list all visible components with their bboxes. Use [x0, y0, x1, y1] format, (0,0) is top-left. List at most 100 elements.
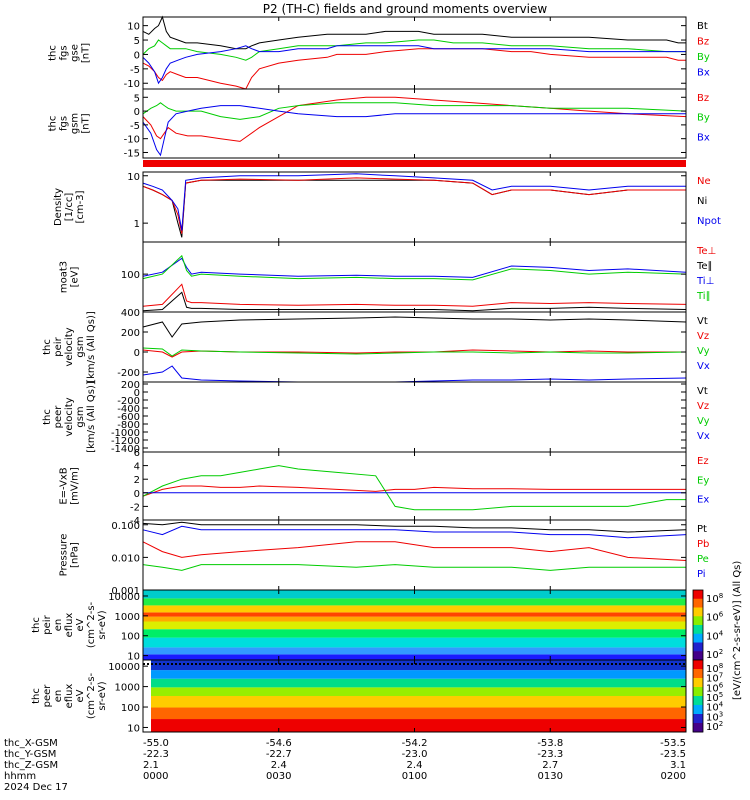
- x-row-label: thc_X-GSM: [4, 738, 58, 749]
- spectrogram-band: [143, 647, 686, 655]
- legend-vy: Vy: [697, 416, 710, 427]
- panel-efield: Ez Ey Ex 6 4 2 0 -2 -4 E=-VxB [mV/m]: [59, 448, 710, 527]
- y-axis-label: eV: [75, 618, 86, 631]
- panel-peir_spec: 108 106 104 102 10000 1000 100 10 thc peir en eflux…: [31, 589, 724, 663]
- legend-te⊥: Te⊥: [696, 246, 716, 257]
- series-vy: [142, 347, 687, 357]
- y-tick-label: -4: [130, 516, 140, 527]
- spectrogram-band: [143, 670, 686, 679]
- y-tick-label: 5: [134, 93, 140, 104]
- spectrogram-band: [143, 616, 686, 622]
- y-tick-label: 100: [121, 270, 140, 281]
- y-axis-label: (cm^2-s-: [86, 672, 97, 719]
- y-tick-label: 2: [134, 475, 140, 486]
- legend-pt: Pt: [697, 524, 707, 535]
- panel-density: Ne Ni Npot 10 1 Density [1/cc] [cm-3]: [53, 171, 721, 243]
- legend-ne: Ne: [697, 176, 711, 187]
- legend-npot: Npot: [697, 216, 721, 227]
- y-tick-label: 100: [121, 632, 140, 643]
- x-tick-label: -53.5: [660, 738, 686, 749]
- colorbar-segment: [693, 714, 703, 724]
- x-tick-label: -22.7: [266, 749, 292, 760]
- legend-ti⊥: Ti⊥: [696, 276, 714, 287]
- colorbar-frame: [692, 659, 704, 733]
- y-axis-label: en: [53, 690, 64, 703]
- legend-te∥: Te∥: [696, 261, 713, 272]
- y-axis-label: eflux: [64, 684, 75, 709]
- x-tick-label: -55.0: [143, 738, 169, 749]
- panel-pressure: Pt Pb Pe Pi 0.100 0.010 0.001 Pressure [nPa]: [59, 519, 709, 597]
- y-tick-label: 0.010: [111, 553, 140, 564]
- panel-fgs_gse: Bt Bz By Bx 10 5 0 -5 -10 thc fgs gse [nT]: [48, 15, 710, 90]
- legend-by: By: [697, 52, 710, 63]
- y-tick-label: 4: [134, 462, 140, 473]
- x-tick-label: 0100: [402, 771, 427, 782]
- legend-pe: Pe: [697, 554, 709, 565]
- colorbar-label: [eV/(cm^2-s-sr-eV)] (All Qs): [732, 561, 743, 700]
- x-tick-label: 0200: [661, 771, 686, 782]
- y-axis-label: gse: [70, 44, 81, 62]
- y-axis-label: [nT]: [81, 43, 92, 63]
- series-vz: [142, 349, 686, 358]
- spectrogram-band: [143, 605, 686, 613]
- x-tick-label: 0030: [266, 771, 291, 782]
- legend-bx: Bx: [697, 68, 710, 79]
- y-tick-label: 1000: [115, 683, 140, 694]
- colorbar-segment: [693, 598, 703, 608]
- y-axis-label: [km/s (All Qs)]: [86, 381, 97, 453]
- legend-vt: Vt: [697, 316, 708, 327]
- series-pi: [142, 525, 687, 539]
- legend-vz: Vz: [697, 401, 709, 412]
- spectrogram-band: [143, 621, 686, 630]
- y-tick-label: -10: [124, 79, 140, 90]
- series-ey: [142, 465, 686, 511]
- colorbar-segment: [693, 616, 703, 626]
- y-axis-label: sr-eV): [97, 681, 108, 710]
- legend-bz: Bz: [697, 93, 709, 104]
- x-tick-label: -54.2: [402, 738, 428, 749]
- x-tick-label: 2.1: [143, 760, 159, 771]
- y-tick-label: 400: [121, 308, 140, 319]
- legend-vx: Vx: [697, 361, 710, 372]
- spectrogram-band: [143, 687, 686, 696]
- y-axis-label: eflux: [64, 613, 75, 638]
- y-tick-label: 200: [121, 380, 140, 391]
- legend-vy: Vy: [697, 346, 710, 357]
- y-axis-label: gsm: [70, 113, 81, 134]
- y-tick-label: 0: [134, 489, 140, 500]
- series-pb: [142, 541, 687, 561]
- y-axis-label: [mV/m]: [70, 467, 81, 505]
- y-axis-label: en: [53, 619, 64, 632]
- spectrogram-band: [143, 637, 686, 648]
- y-axis-label: Density: [53, 188, 64, 226]
- x-tick-label: -23.0: [402, 749, 428, 760]
- y-tick-label: 1: [134, 219, 140, 230]
- legend-vt: Vt: [697, 386, 708, 397]
- colorbar-segment: [693, 642, 703, 652]
- x-tick-label: 2.4: [271, 760, 287, 771]
- colorbar-tick-label: 106: [706, 681, 724, 694]
- panel-moat: Te⊥ Te∥ Ti⊥ Ti∥ 100 moat3 [eV]: [59, 241, 716, 313]
- panel-frame: [142, 311, 687, 383]
- y-axis-label: [nPa]: [70, 542, 81, 568]
- y-axis-label: fgs: [59, 45, 70, 60]
- colorbar-tick-label: 103: [706, 710, 723, 723]
- y-axis-label: [eV]: [70, 267, 81, 288]
- x-tick-label: 2.4: [407, 760, 423, 771]
- x-tick-label: -22.3: [143, 749, 169, 760]
- y-axis-label: [km/s (All Qs)]: [86, 311, 97, 383]
- y-axis-label: velocity: [64, 327, 75, 366]
- legend-ey: Ey: [697, 475, 709, 486]
- x-row-label: hhmm: [4, 771, 36, 782]
- y-axis-label: (cm^2-s-: [86, 601, 97, 648]
- y-tick-label: -800: [117, 420, 140, 431]
- y-tick-label: 0: [134, 50, 140, 61]
- y-axis-label: thc: [42, 339, 53, 355]
- figure-title: P2 (TH-C) fields and ground moments over…: [263, 2, 548, 16]
- y-tick-label: -2: [130, 502, 140, 513]
- colorbar-segment: [693, 696, 703, 706]
- y-axis-label: gsm: [75, 406, 86, 427]
- series-bx: [142, 45, 686, 85]
- series-te⊥: [142, 283, 687, 307]
- y-axis-label: thc: [31, 688, 42, 704]
